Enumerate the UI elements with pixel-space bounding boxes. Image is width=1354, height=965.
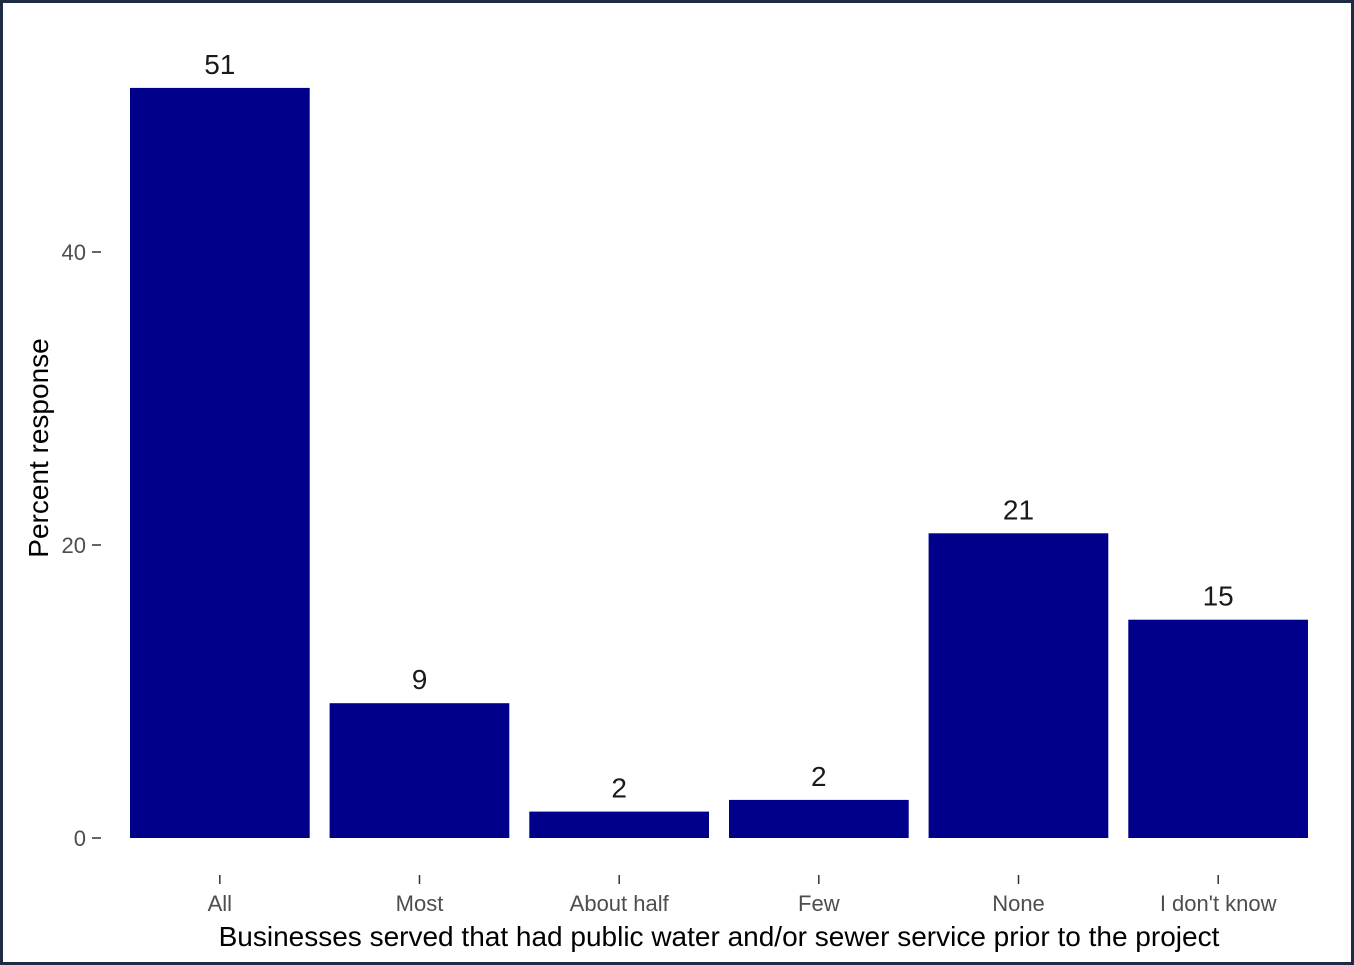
y-tick-label: 40 [62, 240, 86, 265]
x-tick-label: Most [396, 891, 444, 916]
x-axis: All Most About half Few None I don't know [208, 875, 1277, 916]
y-axis: 0 20 40 [62, 240, 101, 851]
bar [329, 703, 510, 838]
y-tick-label: 20 [62, 533, 86, 558]
x-axis-title: Businesses served that had public water … [219, 921, 1220, 952]
x-tick-label: About half [570, 891, 670, 916]
bar [1128, 619, 1308, 838]
data-label: 2 [611, 773, 627, 804]
data-label: 2 [811, 761, 827, 792]
bar [928, 533, 1109, 838]
x-tick-label: Few [798, 891, 840, 916]
bar [529, 811, 709, 838]
data-label: 21 [1003, 494, 1034, 525]
y-axis-title: Percent response [23, 338, 54, 557]
bars [130, 87, 1308, 838]
y-tick-label: 0 [74, 826, 86, 851]
x-tick-label: I don't know [1160, 891, 1277, 916]
bar [130, 87, 310, 838]
data-label: 51 [204, 49, 235, 80]
data-label: 15 [1203, 581, 1234, 612]
data-labels: 51 9 2 2 21 15 [204, 49, 1234, 804]
bar [729, 799, 909, 838]
x-tick-label: All [208, 891, 232, 916]
data-label: 9 [412, 664, 428, 695]
x-tick-label: None [992, 891, 1045, 916]
